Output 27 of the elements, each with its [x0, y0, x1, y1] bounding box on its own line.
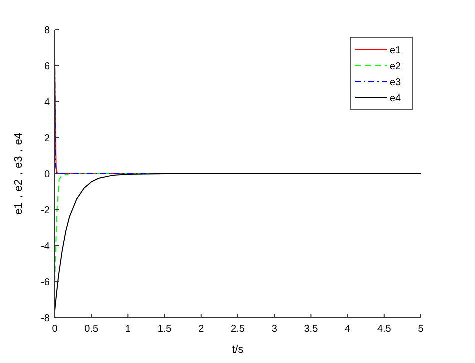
line-series — [54, 174, 422, 312]
x-axis-title: t/s — [232, 344, 244, 356]
legend-label: e2 — [390, 62, 402, 72]
y-tick-label: 2 — [44, 134, 50, 144]
x-tick-label: 0 — [52, 324, 58, 335]
y-tick-label: 4 — [44, 98, 50, 108]
y-tick-label: -2 — [41, 206, 50, 216]
x-tick-label: 5 — [418, 324, 424, 335]
y-tick-label: -8 — [41, 314, 50, 324]
y-tick-label: 0 — [44, 170, 50, 180]
x-tick-label: 1 — [125, 324, 132, 335]
y-tick-label: 8 — [44, 26, 50, 36]
x-tick-label: 3.5 — [304, 324, 319, 335]
legend-label: e1 — [390, 46, 402, 56]
legend-label: e3 — [390, 78, 402, 88]
x-tick-label: 0.5 — [84, 324, 99, 335]
y-tick-label: 6 — [44, 62, 50, 72]
y-tick-label: -4 — [41, 242, 50, 252]
legend-label: e4 — [390, 94, 402, 104]
x-tick-label: 2.5 — [231, 324, 246, 335]
x-tick-label: 1.5 — [158, 324, 172, 335]
y-axis-title: e1，e2，e3，e4 — [13, 133, 25, 215]
x-tick-label: 3 — [272, 324, 278, 335]
x-tick-label: 2 — [198, 324, 205, 335]
x-tick-label: 4 — [345, 324, 352, 335]
y-tick-label: -6 — [41, 278, 50, 288]
x-tick-label: 4.5 — [377, 324, 392, 335]
